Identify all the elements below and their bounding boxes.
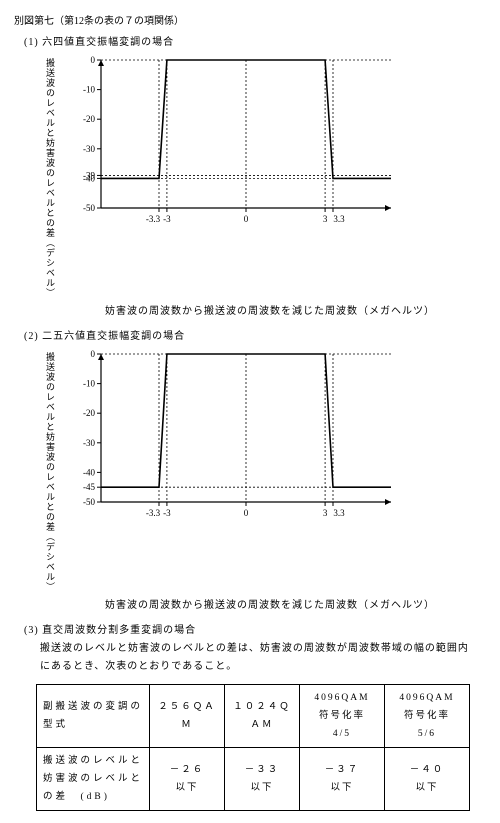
table-row: 搬送波のレベルと妨害波のレベルとの差 (dB) －２６以下 －３３以下 －３７以…: [37, 748, 470, 811]
svg-text:3.3: 3.3: [333, 508, 345, 518]
cell: ２５６ＱＡＭ: [150, 685, 225, 748]
svg-text:3: 3: [323, 214, 328, 224]
chart1-container: 搬送波のレベルと妨害波のレベルとの差（デシベル） 0-10-20-30-39-4…: [44, 52, 486, 298]
section-2-title: (2) 二五六値直交振幅変調の場合: [24, 327, 486, 342]
cell: －３７以下: [300, 748, 385, 811]
section-1-title: (1) 六四値直交振幅変調の場合: [24, 33, 486, 48]
svg-text:-20: -20: [83, 408, 95, 418]
cell: 副搬送波の変調の型式: [37, 685, 150, 748]
svg-text:-40: -40: [83, 467, 95, 477]
cell: －４０以下: [385, 748, 470, 811]
sec1-num: (1): [24, 37, 39, 48]
svg-text:-50: -50: [83, 497, 95, 507]
chart1: 0-10-20-30-39-40-50-3.3-3033.3: [61, 52, 401, 232]
svg-text:-20: -20: [83, 114, 95, 124]
chart1-xlabel: 妨害波の周波数から搬送波の周波数を減じた周波数（メガヘルツ）: [54, 302, 486, 317]
svg-text:3: 3: [323, 508, 328, 518]
svg-text:0: 0: [91, 349, 96, 359]
svg-text:-3.3: -3.3: [146, 508, 161, 518]
sec3-num: (3): [24, 625, 39, 636]
sec1-txt: 六四値直交振幅変調の場合: [42, 37, 174, 48]
cell: 4096QAM符号化率4/5: [300, 685, 385, 748]
chart2: 0-10-20-30-40-45-50-3.3-3033.3: [61, 346, 401, 526]
svg-text:0: 0: [244, 508, 249, 518]
cell: －３３以下: [225, 748, 300, 811]
cell: 4096QAM符号化率5/6: [385, 685, 470, 748]
svg-text:-10: -10: [83, 379, 95, 389]
svg-text:-3: -3: [163, 214, 171, 224]
chart2-xlabel: 妨害波の周波数から搬送波の周波数を減じた周波数（メガヘルツ）: [54, 596, 486, 611]
svg-text:-30: -30: [83, 144, 95, 154]
page-header: 別図第七（第12条の表の７の項関係）: [14, 12, 486, 27]
svg-text:-10: -10: [83, 85, 95, 95]
sec2-txt: 二五六値直交振幅変調の場合: [42, 331, 185, 342]
table-row: 副搬送波の変調の型式 ２５６ＱＡＭ １０２４ＱＡＭ 4096QAM符号化率4/5…: [37, 685, 470, 748]
svg-text:-45: -45: [83, 482, 95, 492]
svg-text:0: 0: [244, 214, 249, 224]
chart1-ylabel: 搬送波のレベルと妨害波のレベルとの差（デシベル）: [44, 52, 61, 298]
section-3-title: (3) 直交周波数分割多重変調の場合: [24, 621, 486, 636]
sec2-num: (2): [24, 331, 39, 342]
sec3-txt: 直交周波数分割多重変調の場合: [42, 625, 196, 636]
svg-text:-3: -3: [163, 508, 171, 518]
svg-text:0: 0: [91, 55, 96, 65]
svg-text:-40: -40: [83, 173, 95, 183]
svg-text:-3.3: -3.3: [146, 214, 161, 224]
svg-text:3.3: 3.3: [333, 214, 345, 224]
svg-text:-30: -30: [83, 438, 95, 448]
chart2-ylabel: 搬送波のレベルと妨害波のレベルとの差（デシベル）: [44, 346, 61, 592]
cell: －２６以下: [150, 748, 225, 811]
cell: １０２４ＱＡＭ: [225, 685, 300, 748]
svg-text:-50: -50: [83, 203, 95, 213]
section-3-body: 搬送波のレベルと妨害波のレベルとの差は、妨害波の周波数が周波数帯域の幅の範囲内に…: [40, 640, 470, 676]
cell: 搬送波のレベルと妨害波のレベルとの差 (dB): [37, 748, 150, 811]
chart2-container: 搬送波のレベルと妨害波のレベルとの差（デシベル） 0-10-20-30-40-4…: [44, 346, 486, 592]
spec-table: 副搬送波の変調の型式 ２５６ＱＡＭ １０２４ＱＡＭ 4096QAM符号化率4/5…: [36, 684, 470, 811]
